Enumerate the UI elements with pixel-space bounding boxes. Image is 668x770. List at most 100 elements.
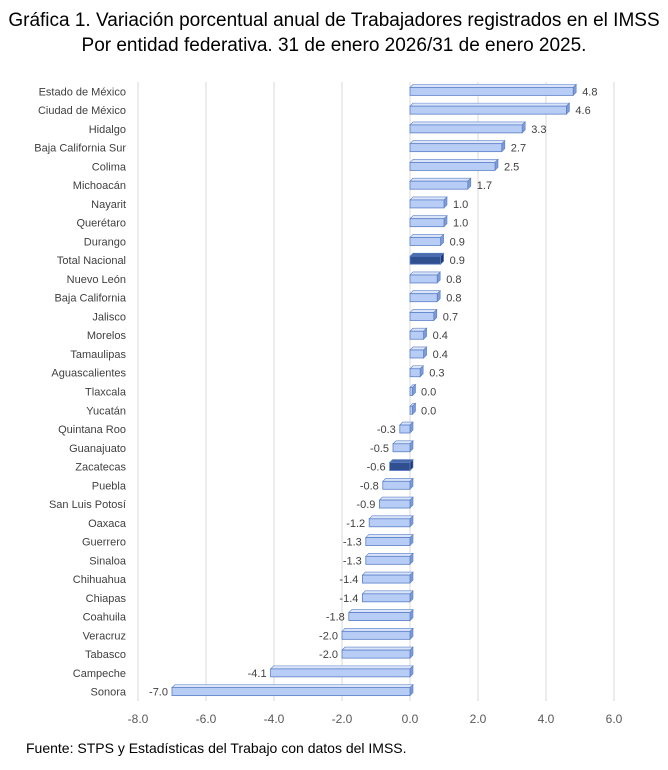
category-label: Veracruz — [83, 630, 126, 642]
category-label: Tabasco — [85, 649, 126, 661]
category-label: Sonora — [91, 687, 127, 699]
bar-front-face — [409, 105, 567, 115]
category-label: Ciudad de México — [38, 105, 126, 117]
value-label: 0.4 — [433, 330, 448, 342]
bar-front-face — [171, 687, 411, 697]
value-label: 0.8 — [446, 274, 461, 286]
category-label: Hidalgo — [89, 124, 126, 136]
chart-title-line-1: Gráfica 1. Variación porcentual anual de… — [8, 10, 660, 31]
bar-top-face — [409, 196, 448, 201]
value-label: 0.9 — [450, 255, 465, 267]
bar — [409, 177, 472, 190]
value-label: -0.3 — [377, 424, 396, 436]
category-label: Morelos — [87, 330, 127, 342]
bar-front-face — [341, 630, 411, 640]
category-label: Yucatán — [86, 405, 126, 417]
bar-front-face — [409, 274, 438, 284]
bar — [388, 458, 414, 472]
category-label: Tamaulipas — [70, 349, 126, 361]
category-label: Querétaro — [76, 218, 126, 230]
category-label: Chiapas — [86, 593, 127, 605]
category-label: Sinaloa — [89, 555, 127, 567]
bar-chart: Estado de México Ciudad de México Hidalgo B… — [34, 82, 623, 726]
category-labels: Estado de México Ciudad de México Hidalgo B… — [34, 86, 127, 698]
bar-top-face — [409, 234, 445, 238]
bar-top-face — [409, 290, 441, 295]
x-tick-label: -6.0 — [196, 712, 217, 726]
bar-front-face — [365, 555, 411, 565]
value-label: 4.6 — [575, 105, 590, 117]
value-label: 2.5 — [504, 161, 519, 173]
bar — [269, 665, 414, 678]
category-label: Nayarit — [91, 199, 126, 211]
bar — [409, 402, 417, 415]
bar — [409, 102, 571, 115]
category-label: Guerrero — [82, 537, 126, 549]
category-label: Campeche — [73, 668, 126, 680]
category-label: Quintana Roo — [58, 424, 126, 436]
value-label: -1.3 — [343, 555, 362, 567]
value-label: -1.4 — [339, 593, 358, 605]
value-label: 1.7 — [477, 180, 492, 192]
bar-front-face — [409, 368, 421, 378]
bar — [409, 121, 526, 134]
category-label: Aguascalientes — [51, 368, 126, 380]
bar — [409, 308, 438, 322]
bar-top-face — [409, 121, 526, 126]
bar-front-face — [409, 293, 438, 303]
bar-top-face — [409, 102, 571, 107]
bar — [409, 214, 448, 228]
category-label: Puebla — [92, 480, 127, 492]
value-label: 0.4 — [433, 349, 448, 361]
category-label: Baja California Sur — [34, 143, 126, 155]
bar-front-face — [409, 312, 435, 321]
value-label: 0.7 — [443, 311, 458, 323]
value-label: 1.0 — [453, 218, 468, 230]
bar — [409, 271, 441, 284]
value-label: -1.2 — [346, 518, 365, 530]
bar-top-face — [378, 496, 414, 501]
category-label: Tlaxcala — [85, 387, 127, 399]
bar-front-face — [409, 330, 424, 340]
value-label: -0.6 — [367, 462, 386, 474]
category-label: Coahuila — [83, 612, 127, 624]
value-label: -0.8 — [360, 480, 379, 492]
category-label: Oaxaca — [88, 518, 127, 530]
bar-top-face — [361, 590, 414, 595]
bar — [409, 289, 441, 303]
bar-top-face — [409, 159, 499, 163]
value-label: -1.3 — [343, 537, 362, 549]
source-note: Fuente: STPS y Estadísticas del Trabajo … — [26, 740, 407, 756]
bar — [361, 571, 414, 584]
category-label: Chihuahua — [73, 574, 127, 586]
bars — [171, 83, 577, 697]
bar-front-face — [409, 255, 442, 265]
bar — [171, 683, 414, 697]
value-label: 0.0 — [421, 405, 436, 417]
bar-top-face — [365, 553, 414, 557]
category-label: San Luis Potosí — [49, 499, 126, 511]
bar-top-face — [409, 177, 472, 182]
bar — [409, 383, 417, 397]
bar-top-face — [388, 459, 414, 463]
bar — [378, 496, 414, 509]
value-label: -1.8 — [326, 612, 345, 624]
category-label: Guanajuato — [69, 443, 126, 455]
category-label: Jalisco — [92, 311, 126, 323]
category-label: Estado de México — [39, 86, 126, 98]
bar-front-face — [365, 537, 411, 546]
bar-top-face — [392, 440, 414, 445]
bar-front-face — [378, 499, 411, 509]
bar-front-face — [361, 593, 411, 603]
bar-top-face — [409, 252, 445, 257]
bar-top-face — [409, 271, 441, 276]
gridlines — [137, 82, 615, 701]
bar-front-face — [409, 387, 413, 396]
category-label: Michoacán — [73, 180, 126, 192]
bar-front-face — [341, 649, 411, 659]
bar-front-face — [409, 199, 445, 209]
x-tick-label: 2.0 — [470, 712, 487, 726]
chart-title: Gráfica 1. Variación porcentual anual de… — [0, 8, 668, 58]
value-label: 0.0 — [421, 387, 436, 399]
bar-top-face — [365, 534, 414, 538]
